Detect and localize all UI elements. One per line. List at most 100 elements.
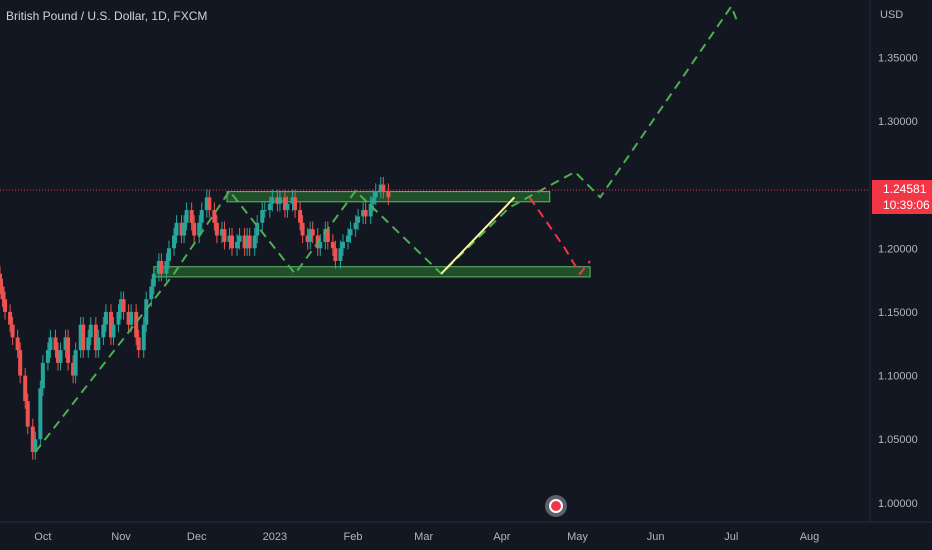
price-tick-label: 1.00000 [878, 498, 918, 510]
last-price: 1.24581 [883, 182, 927, 196]
flag-icon[interactable] [545, 495, 567, 517]
candle-body [222, 229, 227, 242]
candle-body [338, 248, 343, 261]
candle-body [116, 311, 121, 325]
candle-body [270, 197, 275, 204]
candle-body [121, 299, 126, 312]
candle-body [126, 311, 131, 325]
candle-body [353, 222, 358, 230]
candle-body [38, 388, 43, 440]
candle-body [386, 190, 391, 198]
candle-body [86, 337, 91, 351]
candle-body [207, 197, 212, 211]
support-zone [153, 266, 591, 278]
candle-body [227, 235, 232, 242]
candle-body [182, 222, 187, 236]
candle-body [260, 210, 265, 223]
candle-body [371, 197, 376, 204]
candle-body [96, 337, 101, 351]
candle-body [53, 337, 58, 351]
last-price-badge: 1.24581 10:39:06 [872, 180, 932, 214]
candle-body [192, 222, 197, 236]
candle-body [88, 324, 93, 338]
candle-body [71, 362, 76, 376]
time-tick-label: Jul [724, 531, 738, 543]
candle-body [174, 222, 179, 236]
candle-body [103, 311, 108, 325]
price-tick-label: 1.30000 [878, 116, 918, 128]
candle-body [235, 241, 240, 249]
candle-body [63, 337, 68, 351]
candle-body [144, 299, 149, 325]
candle-body [285, 203, 290, 211]
price-tick-label: 1.35000 [878, 52, 918, 64]
candle-body [300, 222, 305, 236]
candle-body [275, 197, 280, 204]
projection-up-path [34, 4, 738, 453]
candle-body [8, 311, 13, 325]
candle-body [199, 210, 204, 223]
candle-body [172, 235, 176, 249]
candle-body [237, 235, 242, 242]
candle-body [18, 350, 23, 376]
candle-body [290, 197, 295, 204]
candle-body [81, 324, 86, 351]
candle-body [15, 337, 20, 351]
candle-body [151, 273, 156, 287]
candle-body [136, 337, 141, 351]
candle-body [214, 222, 219, 236]
candle-body [242, 235, 247, 249]
candle-body [33, 439, 38, 452]
time-tick-label: Jun [647, 531, 665, 543]
candle-body [119, 299, 124, 312]
candle-body [10, 324, 15, 338]
candle-body [111, 324, 116, 338]
time-tick-label: Feb [344, 531, 363, 543]
candle-body [48, 337, 53, 351]
candle-body [108, 311, 113, 338]
candle-body [0, 273, 2, 287]
candle-body [282, 197, 287, 211]
candle-body [141, 324, 146, 351]
candle-body [164, 261, 169, 274]
time-tick-label: Apr [493, 531, 510, 543]
bar-countdown: 10:39:06 [883, 198, 930, 212]
candle-body [184, 210, 189, 223]
candle-body [267, 203, 272, 211]
candle-body [197, 222, 202, 236]
candle-body [58, 350, 63, 363]
candle-body [255, 222, 260, 236]
candle-body [252, 235, 257, 249]
candle-body [212, 210, 217, 223]
candle-body [356, 216, 361, 223]
candle-body [156, 261, 161, 274]
price-axis: 1.350001.300001.250001.200001.150001.100… [0, 0, 932, 523]
candle-body [159, 261, 164, 274]
candle-body [78, 324, 83, 351]
time-tick-label: Dec [187, 531, 207, 543]
candle-body [247, 235, 252, 249]
candle-body [25, 401, 30, 427]
projections [34, 4, 738, 453]
candle-body [298, 210, 303, 223]
candle-body [66, 337, 71, 363]
candle-body [277, 197, 282, 204]
time-tick-label: Oct [34, 531, 51, 543]
candle-body [378, 184, 383, 191]
chart-title: British Pound / U.S. Dollar, 1D, FXCM [6, 9, 208, 23]
candle-body [134, 311, 139, 338]
candle-body [45, 350, 50, 363]
candle-body [56, 350, 60, 363]
projection-down-path [528, 196, 591, 276]
candle-body [318, 241, 323, 249]
candle-body [323, 229, 328, 242]
time-tick-label: Nov [111, 531, 131, 543]
candle-body [93, 324, 98, 351]
candle-body [204, 197, 209, 211]
candle-body [40, 362, 45, 389]
candle-body [73, 350, 78, 376]
candle-body [368, 203, 373, 217]
candle-body [373, 190, 378, 198]
candle-body [230, 235, 234, 249]
